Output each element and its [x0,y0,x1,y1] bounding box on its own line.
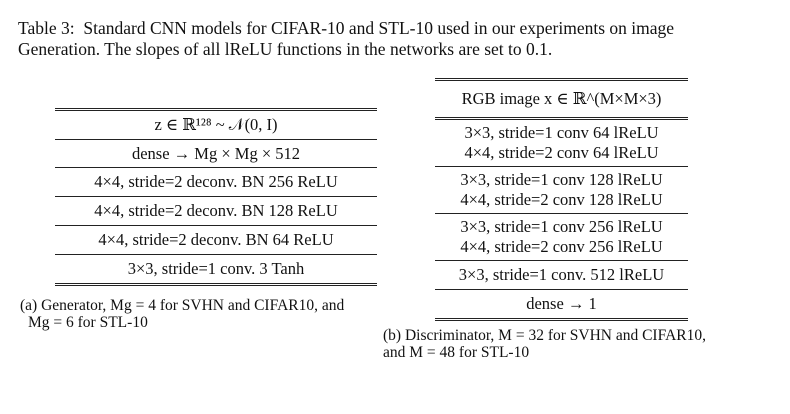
table-caption: Table 3: Standard CNN models for CIFAR-1… [18,18,773,60]
discriminator-layer: 4×4, stride=2 conv 64 lReLU [464,143,659,162]
discriminator-subcaption: (b) Discriminator, M = 32 for SVHN and C… [383,327,706,361]
generator-row: 4×4, stride=2 deconv. BN 128 ReLU [55,196,377,226]
generator-table: z ∈ ℝ¹²⁸ ~ 𝒩(0, I) dense → Mg × Mg × 512… [55,108,377,286]
generator-row: 3×3, stride=1 conv. 3 Tanh [55,254,377,286]
generator-row: z ∈ ℝ¹²⁸ ~ 𝒩(0, I) [55,108,377,140]
discriminator-layer: 3×3, stride=1 conv 256 lReLU [460,217,663,236]
discriminator-block: dense → 1 [435,289,688,321]
generator-subcaption: (a) Generator, Mg = 4 for SVHN and CIFAR… [20,297,344,331]
discriminator-layer: 4×4, stride=2 conv 128 lReLU [460,190,663,209]
discriminator-header: RGB image x ∈ ℝ^(M×M×3) [435,78,688,120]
discriminator-table: RGB image x ∈ ℝ^(M×M×3) 3×3, stride=1 co… [435,78,688,321]
discriminator-layer: 3×3, stride=1 conv. 512 lReLU [458,265,665,284]
discriminator-layer: 4×4, stride=2 conv 256 lReLU [460,237,663,256]
discriminator-block: 3×3, stride=1 conv 64 lReLU 4×4, stride=… [435,118,688,167]
discriminator-layer: 3×3, stride=1 conv 128 lReLU [460,170,663,189]
generator-subcaption-line2: Mg = 6 for STL-10 [28,314,148,331]
caption-text-line2: Generation. The slopes of all lReLU func… [18,39,553,59]
generator-subcaption-line1: (a) Generator, Mg = 4 for SVHN and CIFAR… [20,297,345,314]
discriminator-subcaption-line1: (b) Discriminator, M = 32 for SVHN and C… [383,327,706,344]
generator-row: dense → Mg × Mg × 512 [55,139,377,168]
generator-row: 4×4, stride=2 deconv. BN 256 ReLU [55,167,377,197]
discriminator-block: 3×3, stride=1 conv. 512 lReLU [435,260,688,290]
discriminator-subcaption-line2: and M = 48 for STL-10 [383,344,530,361]
caption-text-line1: Standard CNN models for CIFAR-10 and STL… [83,18,675,38]
discriminator-block: 3×3, stride=1 conv 256 lReLU 4×4, stride… [435,213,688,261]
discriminator-layer: dense → 1 [526,294,597,313]
discriminator-layer: 3×3, stride=1 conv 64 lReLU [464,123,659,142]
discriminator-block: 3×3, stride=1 conv 128 lReLU 4×4, stride… [435,166,688,214]
generator-row: 4×4, stride=2 deconv. BN 64 ReLU [55,225,377,255]
caption-label: Table 3: [18,18,75,38]
